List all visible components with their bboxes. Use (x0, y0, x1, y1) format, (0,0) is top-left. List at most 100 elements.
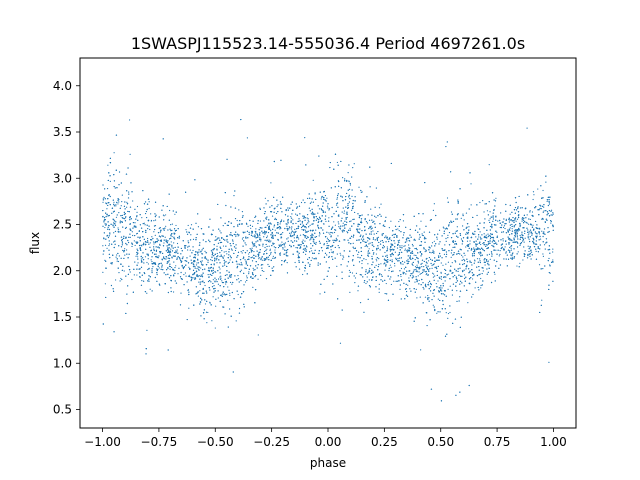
data-point (540, 208, 543, 210)
data-point (468, 208, 470, 210)
data-point (470, 183, 472, 185)
data-point (118, 199, 120, 201)
data-point (543, 210, 545, 212)
data-point (109, 204, 111, 206)
data-point (251, 256, 253, 258)
data-point (194, 277, 196, 279)
data-point (118, 184, 120, 186)
data-point (450, 237, 453, 239)
data-point (244, 281, 247, 283)
data-point (315, 219, 317, 221)
data-point (299, 213, 301, 215)
data-point (254, 234, 256, 236)
data-point (380, 263, 382, 265)
data-point (408, 240, 410, 242)
data-point (328, 255, 330, 258)
data-point (235, 235, 237, 238)
data-point (137, 256, 139, 258)
data-point (517, 230, 519, 232)
data-point (548, 209, 551, 212)
data-point (318, 219, 320, 221)
data-point (443, 227, 445, 229)
data-point (427, 268, 429, 271)
data-point (442, 282, 444, 285)
data-point (361, 262, 363, 265)
data-point (370, 233, 373, 235)
data-point (368, 248, 370, 250)
data-point (312, 179, 314, 181)
data-point (151, 270, 153, 272)
data-point (317, 264, 319, 266)
data-point (120, 214, 122, 217)
data-point (269, 241, 271, 243)
data-point (215, 305, 217, 307)
data-point (303, 245, 305, 247)
data-point (126, 293, 128, 295)
data-point (486, 244, 488, 246)
data-point (120, 277, 122, 280)
data-point (515, 234, 517, 236)
data-point (509, 227, 511, 229)
data-point (134, 222, 136, 224)
data-point (299, 223, 302, 225)
data-point (244, 259, 246, 261)
data-point (269, 249, 271, 252)
data-point (197, 254, 199, 256)
data-point (508, 234, 511, 236)
data-point (531, 234, 533, 236)
data-point (136, 205, 139, 208)
data-point (338, 214, 340, 216)
data-point (390, 244, 393, 246)
data-point (378, 288, 380, 290)
data-point (503, 218, 505, 220)
data-point (102, 253, 104, 255)
data-point (302, 215, 304, 217)
data-point (255, 228, 257, 230)
data-point (513, 237, 515, 239)
data-point (363, 240, 365, 243)
data-point (357, 290, 359, 292)
data-point (287, 215, 289, 217)
data-point (456, 290, 458, 292)
data-point (328, 217, 330, 219)
data-point (163, 258, 165, 260)
data-point (413, 320, 415, 322)
data-point (251, 247, 253, 249)
data-point (158, 262, 161, 265)
data-point (427, 297, 429, 299)
data-point (425, 270, 427, 273)
data-point (189, 249, 191, 251)
data-point (510, 249, 512, 251)
data-point (479, 258, 481, 260)
data-point (254, 276, 256, 278)
data-point (248, 268, 250, 270)
data-point (196, 262, 198, 264)
data-point (516, 235, 518, 237)
data-point (489, 239, 491, 241)
data-point (376, 239, 379, 242)
data-point (353, 275, 355, 277)
data-point (516, 232, 518, 234)
data-point (334, 186, 336, 188)
data-point (437, 280, 439, 282)
data-point (462, 263, 464, 266)
data-point (429, 251, 431, 253)
data-point (119, 280, 121, 282)
data-point (128, 119, 131, 121)
data-point (434, 275, 436, 277)
data-point (504, 246, 506, 248)
data-point (298, 205, 301, 207)
data-point (502, 240, 504, 242)
data-point (495, 197, 497, 199)
data-point (398, 230, 400, 232)
data-point (389, 264, 391, 266)
data-point (256, 234, 259, 236)
data-point (102, 199, 104, 201)
data-point (109, 233, 111, 235)
data-point (541, 299, 543, 301)
data-point (496, 231, 498, 233)
data-point (247, 225, 249, 227)
data-point (330, 246, 332, 248)
data-point (128, 265, 130, 268)
data-point (147, 268, 149, 271)
